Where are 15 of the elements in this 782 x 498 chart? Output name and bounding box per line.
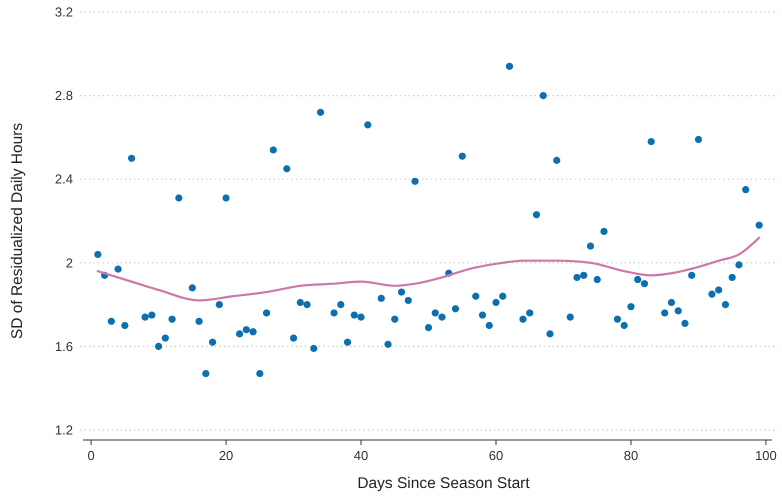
- x-tick-label: 0: [87, 448, 95, 463]
- x-tick-label: 100: [755, 448, 777, 463]
- x-tick-label: 40: [354, 448, 368, 463]
- x-tick-label: 20: [218, 448, 234, 463]
- x-tick-label: 60: [488, 448, 504, 463]
- y-tick-label: 2: [66, 255, 73, 270]
- y-tick-label: 2.4: [54, 172, 73, 187]
- y-tick-label: 3.2: [54, 4, 73, 20]
- y-tick-label: 1.6: [54, 338, 73, 354]
- y-tick-label: 2.8: [54, 88, 73, 104]
- y-axis-title: SD of Residualized Daily Hours: [9, 122, 26, 340]
- line-series: [96, 236, 760, 302]
- x-axis-title: Days Since Season Start: [357, 475, 530, 492]
- y-tick-label: 1.2: [54, 422, 73, 438]
- x-tick-label: 80: [624, 448, 638, 463]
